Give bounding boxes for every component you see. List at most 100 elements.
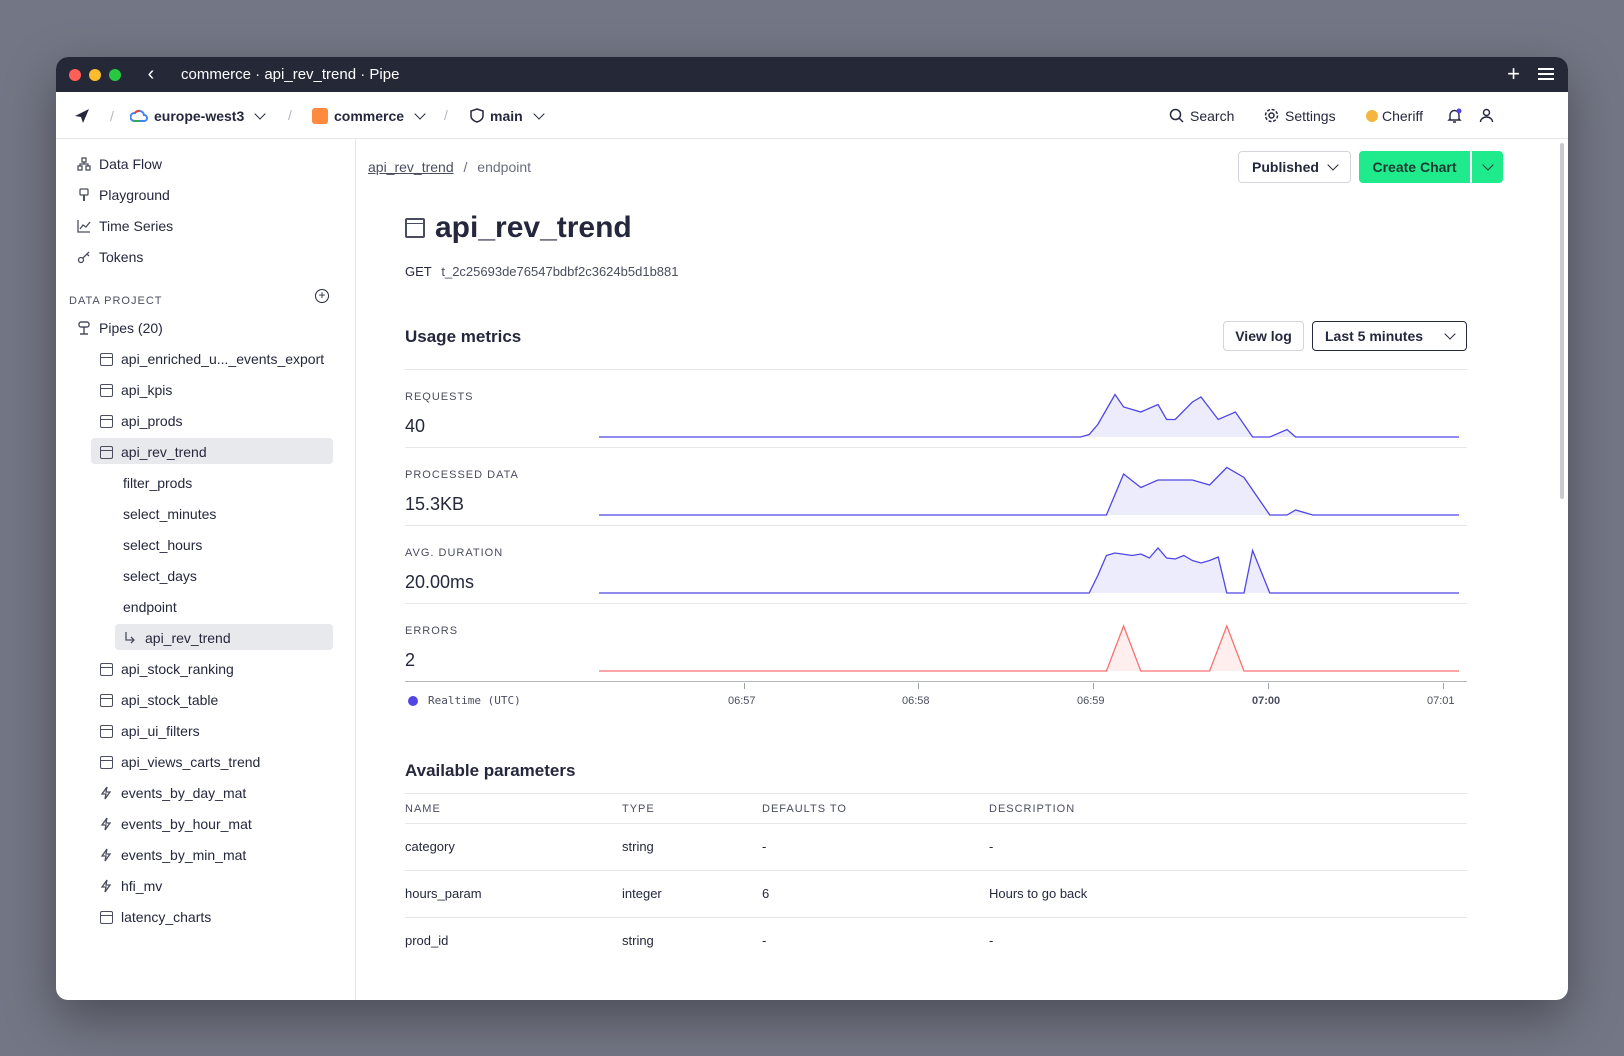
- sidebar-pipe-item[interactable]: latency_charts: [99, 903, 211, 931]
- create-chart-menu-button[interactable]: [1472, 151, 1503, 183]
- create-chart-button[interactable]: Create Chart: [1359, 151, 1470, 183]
- pipe-icon: [99, 352, 113, 366]
- chevron-down-icon: [254, 107, 266, 120]
- sidebar-item-label: events_by_hour_mat: [121, 816, 252, 832]
- section-label: DATA PROJECT: [69, 295, 163, 307]
- sparkline-area: [599, 548, 1459, 593]
- sidebar-pipe-item[interactable]: api_stock_ranking: [99, 655, 234, 683]
- breadcrumb-link[interactable]: api_rev_trend: [368, 159, 454, 175]
- sidebar-item-time-series[interactable]: Time Series: [77, 212, 173, 240]
- metric-value: 40: [405, 416, 426, 436]
- x-tick-label: 06:58: [902, 695, 930, 707]
- sidebar-pipe-item[interactable]: api_ui_filters: [99, 717, 200, 745]
- sidebar-item-label: api_enriched_u..._events_export: [121, 351, 325, 367]
- pipe-icon: [99, 445, 113, 459]
- user-workspace-button[interactable]: Cheriff: [1366, 92, 1423, 139]
- sidebar-pipe-item[interactable]: select_days: [123, 562, 197, 590]
- bell-icon: [1447, 108, 1462, 123]
- sparkline-line: [599, 547, 1459, 594]
- logo-icon[interactable]: [74, 108, 90, 124]
- table-cell: 6: [762, 886, 770, 901]
- new-tab-icon[interactable]: +: [1507, 61, 1520, 86]
- token-label: t_2c25693de76547bdbf2c3624b5d1b881: [441, 264, 679, 279]
- sidebar-item-label: api_ui_filters: [121, 723, 200, 739]
- app-window: ‹ commerce · api_rev_trend · Pipe + / eu…: [56, 57, 1568, 1000]
- sidebar-pipe-item[interactable]: api_stock_table: [99, 686, 218, 714]
- cowboy-icon: [1366, 109, 1378, 122]
- table-header: NAME: [405, 803, 441, 815]
- sidebar-item-label: api_stock_table: [121, 692, 219, 708]
- branch-selector[interactable]: main: [470, 92, 545, 139]
- table-cell: string: [622, 933, 654, 948]
- sparkline-area: [599, 626, 1459, 671]
- sparkline-area: [599, 394, 1459, 437]
- sidebar-item-label: events_by_day_mat: [121, 785, 247, 801]
- sidebar-item-playground[interactable]: Playground: [77, 181, 170, 209]
- maximize-window-button[interactable]: [109, 69, 121, 81]
- sidebar-pipe-item[interactable]: filter_prods: [123, 469, 192, 497]
- metric-sparkline: [599, 547, 1459, 594]
- sidebar-pipe-item[interactable]: events_by_min_mat: [99, 841, 246, 869]
- sidebar-item-pipes[interactable]: Pipes (20): [77, 314, 163, 342]
- chevron-down-icon: [533, 107, 545, 120]
- sidebar-pipe-item[interactable]: api_rev_trend: [99, 438, 207, 466]
- menu-icon[interactable]: [1538, 66, 1554, 82]
- scrollbar[interactable]: [1560, 143, 1564, 499]
- sidebar-item-label: endpoint: [123, 599, 177, 615]
- sidebar-pipe-item[interactable]: hfi_mv: [99, 872, 162, 900]
- playground-icon: [77, 188, 91, 202]
- endpoint-signature: GET t_2c25693de76547bdbf2c3624b5d1b881: [405, 264, 678, 279]
- add-resource-icon[interactable]: +: [315, 289, 329, 303]
- create-chart-label: Create Chart: [1372, 159, 1457, 175]
- x-tick: [1268, 683, 1269, 689]
- sidebar-pipe-item[interactable]: select_hours: [123, 531, 202, 559]
- sidebar-item-data-flow[interactable]: Data Flow: [77, 150, 162, 178]
- user-label: Cheriff: [1382, 107, 1423, 124]
- sidebar-pipe-item[interactable]: api_enriched_u..._events_export: [99, 345, 324, 373]
- region-selector[interactable]: europe-west3: [130, 92, 266, 139]
- sidebar-pipe-item[interactable]: api_rev_trend: [123, 624, 231, 652]
- table-cell: -: [762, 933, 767, 948]
- profile-button[interactable]: [1479, 92, 1494, 139]
- metric-value: 15.3KB: [405, 494, 465, 514]
- sidebar-item-label: Time Series: [99, 218, 174, 234]
- x-tick-label: 06:57: [728, 695, 756, 707]
- usage-metrics-title: Usage metrics: [405, 327, 522, 346]
- table-cell: -: [989, 839, 994, 854]
- close-window-button[interactable]: [69, 69, 81, 81]
- search-button[interactable]: Search: [1169, 92, 1234, 139]
- notifications-button[interactable]: [1447, 92, 1462, 139]
- view-log-button[interactable]: View log: [1223, 321, 1304, 351]
- back-icon[interactable]: ‹: [147, 62, 155, 85]
- sidebar-pipe-item[interactable]: events_by_day_mat: [99, 779, 246, 807]
- time-range-select[interactable]: Last 5 minutes: [1312, 321, 1467, 351]
- workspace-selector[interactable]: commerce: [312, 92, 426, 139]
- table-cell: hours_param: [405, 886, 482, 901]
- sidebar-selected-highlight: [115, 624, 333, 650]
- x-tick: [1093, 683, 1094, 689]
- sidebar-pipe-item[interactable]: api_views_carts_trend: [99, 748, 260, 776]
- metric-sparkline: [599, 466, 1459, 516]
- params-title: Available parameters: [405, 761, 576, 780]
- settings-button[interactable]: Settings: [1264, 92, 1336, 139]
- endpoint-icon: [405, 218, 425, 238]
- branch-label: main: [490, 107, 523, 124]
- sidebar-item-tokens[interactable]: Tokens: [77, 243, 143, 271]
- sidebar-pipe-item[interactable]: api_kpis: [99, 376, 172, 404]
- sidebar-pipe-item[interactable]: endpoint: [123, 593, 177, 621]
- x-tick: [918, 683, 919, 689]
- gear-icon: [1264, 108, 1279, 123]
- table-cell: -: [762, 839, 767, 854]
- sidebar-item-label: filter_prods: [123, 475, 193, 491]
- metric-divider: [405, 603, 1467, 604]
- sidebar-pipe-item[interactable]: events_by_hour_mat: [99, 810, 252, 838]
- x-tick-label: 07:00: [1252, 695, 1281, 707]
- sidebar-pipe-item[interactable]: api_prods: [99, 407, 183, 435]
- published-dropdown[interactable]: Published: [1238, 151, 1351, 183]
- minimize-window-button[interactable]: [89, 69, 101, 81]
- chevron-down-icon: [1327, 159, 1339, 171]
- user-icon: [1479, 108, 1494, 123]
- pipe-icon: [99, 693, 113, 707]
- sidebar-pipe-item[interactable]: select_minutes: [123, 500, 216, 528]
- chevron-down-icon: [1481, 159, 1494, 171]
